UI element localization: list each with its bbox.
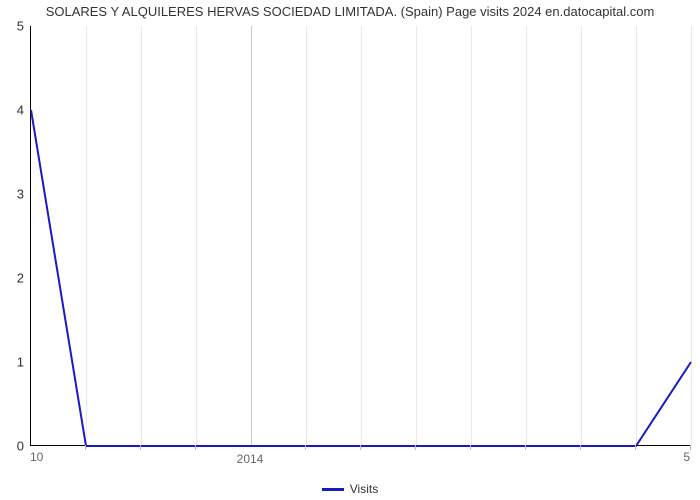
- chart-container: SOLARES Y ALQUILERES HERVAS SOCIEDAD LIM…: [0, 0, 700, 500]
- x-tick-mark: [85, 445, 86, 450]
- x-tick-mark: [195, 445, 196, 450]
- y-tick-label: 1: [17, 355, 24, 370]
- x-right-corner-label: 5: [683, 450, 690, 464]
- x-tick-mark: [140, 445, 141, 450]
- x-tick-mark: [470, 445, 471, 450]
- x-tick-mark: [525, 445, 526, 450]
- x-tick-mark: [415, 445, 416, 450]
- y-tick-label: 4: [17, 103, 24, 118]
- x-tick-mark: [360, 445, 361, 450]
- legend-label: Visits: [350, 482, 378, 496]
- y-tick-label: 5: [17, 19, 24, 34]
- legend-swatch: [322, 488, 344, 491]
- series-svg: [31, 26, 691, 446]
- x-tick-mark: [580, 445, 581, 450]
- chart-title: SOLARES Y ALQUILERES HERVAS SOCIEDAD LIM…: [0, 4, 700, 19]
- y-tick-label: 3: [17, 187, 24, 202]
- x-left-corner-label: 10: [30, 450, 43, 464]
- series-line-visits: [31, 110, 691, 446]
- x-tick-mark: [690, 445, 691, 450]
- x-tick-mark: [305, 445, 306, 450]
- legend: Visits: [0, 482, 700, 496]
- x-major-label: 2014: [237, 452, 264, 466]
- y-tick-label: 2: [17, 271, 24, 286]
- x-tick-mark: [635, 445, 636, 450]
- vertical-gridline: [691, 26, 692, 445]
- y-tick-label: 0: [17, 439, 24, 454]
- plot-area: [30, 26, 690, 446]
